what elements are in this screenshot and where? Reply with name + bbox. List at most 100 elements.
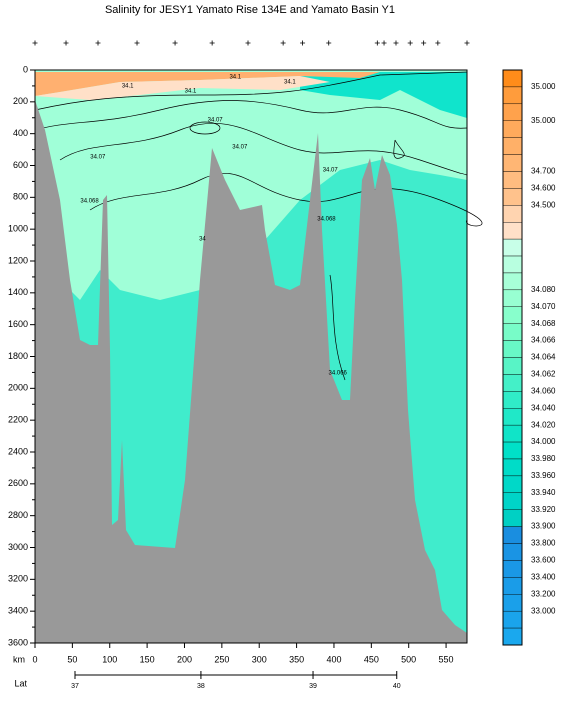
y-tick-label: 0	[23, 64, 28, 74]
x-tick-label: 450	[364, 654, 379, 664]
colorbar-box	[502, 255, 523, 274]
lat-axis-label: Lat	[14, 678, 27, 688]
contour-label: 34.1	[185, 89, 197, 95]
plot-area	[34, 69, 483, 644]
colorbar-box	[502, 627, 523, 646]
colorbar-box	[502, 408, 523, 426]
y-tick-label: 3600	[8, 637, 28, 647]
colorbar-label: 33.400	[531, 572, 556, 581]
colorbar-box	[502, 458, 523, 477]
contour-label: 34.066	[329, 370, 348, 376]
chart-title: Salinity for JESY1 Yamato Rise 134E and …	[105, 4, 395, 16]
x-tick-label: 500	[401, 654, 416, 664]
colorbar-box	[502, 374, 523, 392]
colorbar-box	[502, 492, 523, 510]
colorbar-box	[502, 577, 523, 595]
colorbar-box	[502, 323, 523, 341]
station-marker	[381, 40, 387, 46]
colorbar-label: 34.060	[531, 386, 556, 395]
colorbar-label: 33.960	[531, 471, 556, 480]
colorbar-box	[502, 594, 523, 612]
surface-high	[35, 72, 380, 96]
x-tick-label: 50	[67, 654, 77, 664]
y-tick-label: 1400	[8, 287, 28, 297]
colorbar-box	[502, 509, 523, 527]
x-tick-label: 300	[252, 654, 267, 664]
colorbar-frame	[502, 69, 523, 646]
contour-label: 34.07	[208, 118, 224, 124]
y-tick-label: 2400	[8, 446, 28, 456]
colorbar-box	[502, 610, 523, 629]
colorbar-box	[502, 560, 523, 578]
station-marker	[374, 40, 380, 46]
colorbar-box	[502, 69, 523, 88]
station-marker	[464, 40, 470, 46]
colorbar-box	[502, 475, 523, 493]
colorbar-box	[502, 289, 523, 307]
x-tick-label: 0	[32, 654, 37, 664]
colorbar-box	[502, 137, 523, 155]
colorbar-box	[502, 222, 523, 240]
station-marker	[407, 40, 413, 46]
colorbar-box	[502, 188, 523, 206]
colorbar-label: 34.000	[531, 437, 556, 446]
x-tick-label: 350	[289, 654, 304, 664]
surface-low	[300, 72, 467, 118]
station-marker	[326, 40, 332, 46]
colorbar-label: 33.900	[531, 522, 556, 531]
contour-label: 34	[199, 237, 206, 243]
station-marker	[245, 40, 251, 46]
y-tick-label: 2800	[8, 510, 28, 520]
colorbar-label: 34.062	[531, 370, 556, 379]
colorbar-box	[502, 526, 523, 544]
colorbar-label: 34.064	[531, 353, 556, 362]
contour-label: 34.07	[90, 155, 106, 161]
colorbar-box	[502, 120, 523, 138]
colorbar-box	[502, 154, 523, 172]
colorbar-label: 34.070	[531, 302, 556, 311]
colorbar-box	[502, 441, 523, 460]
x-tick-label: 150	[140, 654, 155, 664]
station-marker	[172, 40, 178, 46]
x-tick-label: 550	[439, 654, 454, 664]
colorbar-box	[502, 272, 523, 291]
y-tick-label: 1000	[8, 224, 28, 234]
colorbar-label: 35.000	[531, 116, 556, 125]
colorbar-label: 35.000	[531, 82, 556, 91]
y-tick-label: 1600	[8, 319, 28, 329]
colorbar-label: 34.600	[531, 183, 556, 192]
x-tick-label: 400	[326, 654, 341, 664]
y-tick-label: 3400	[8, 606, 28, 616]
station-marker	[63, 40, 69, 46]
colorbar-box	[502, 103, 523, 121]
colorbar-box	[502, 306, 523, 324]
y-tick-label: 800	[13, 192, 28, 202]
colorbar-label: 34.066	[531, 336, 556, 345]
station-marker	[435, 40, 441, 46]
y-tick-label: 1200	[8, 255, 28, 265]
y-tick-label: 2600	[8, 478, 28, 488]
colorbar-label: 33.600	[531, 556, 556, 565]
colorbar-label: 33.000	[531, 606, 556, 615]
station-marker	[134, 40, 140, 46]
contour-label: 34.1	[229, 75, 241, 81]
contour-label: 34.1	[284, 80, 296, 86]
colorbar-label: 34.068	[531, 319, 556, 328]
contour-label: 34.1	[122, 83, 134, 89]
y-tick-label: 600	[13, 160, 28, 170]
y-tick-label: 200	[13, 96, 28, 106]
colorbar-label: 33.200	[531, 589, 556, 598]
station-marker	[300, 40, 306, 46]
station-marker	[280, 40, 286, 46]
x-axis-label: km	[13, 654, 25, 664]
colorbar-label: 34.700	[531, 167, 556, 176]
colorbar-box	[502, 171, 523, 189]
colorbar-label: 34.040	[531, 403, 556, 412]
contour-label: 34.07	[232, 145, 248, 151]
colorbar-label: 34.080	[531, 285, 556, 294]
colorbar-label: 34.020	[531, 420, 556, 429]
contour-label: 34.068	[80, 199, 99, 205]
colorbar-label: 33.920	[531, 505, 556, 514]
colorbar-box	[502, 205, 523, 223]
